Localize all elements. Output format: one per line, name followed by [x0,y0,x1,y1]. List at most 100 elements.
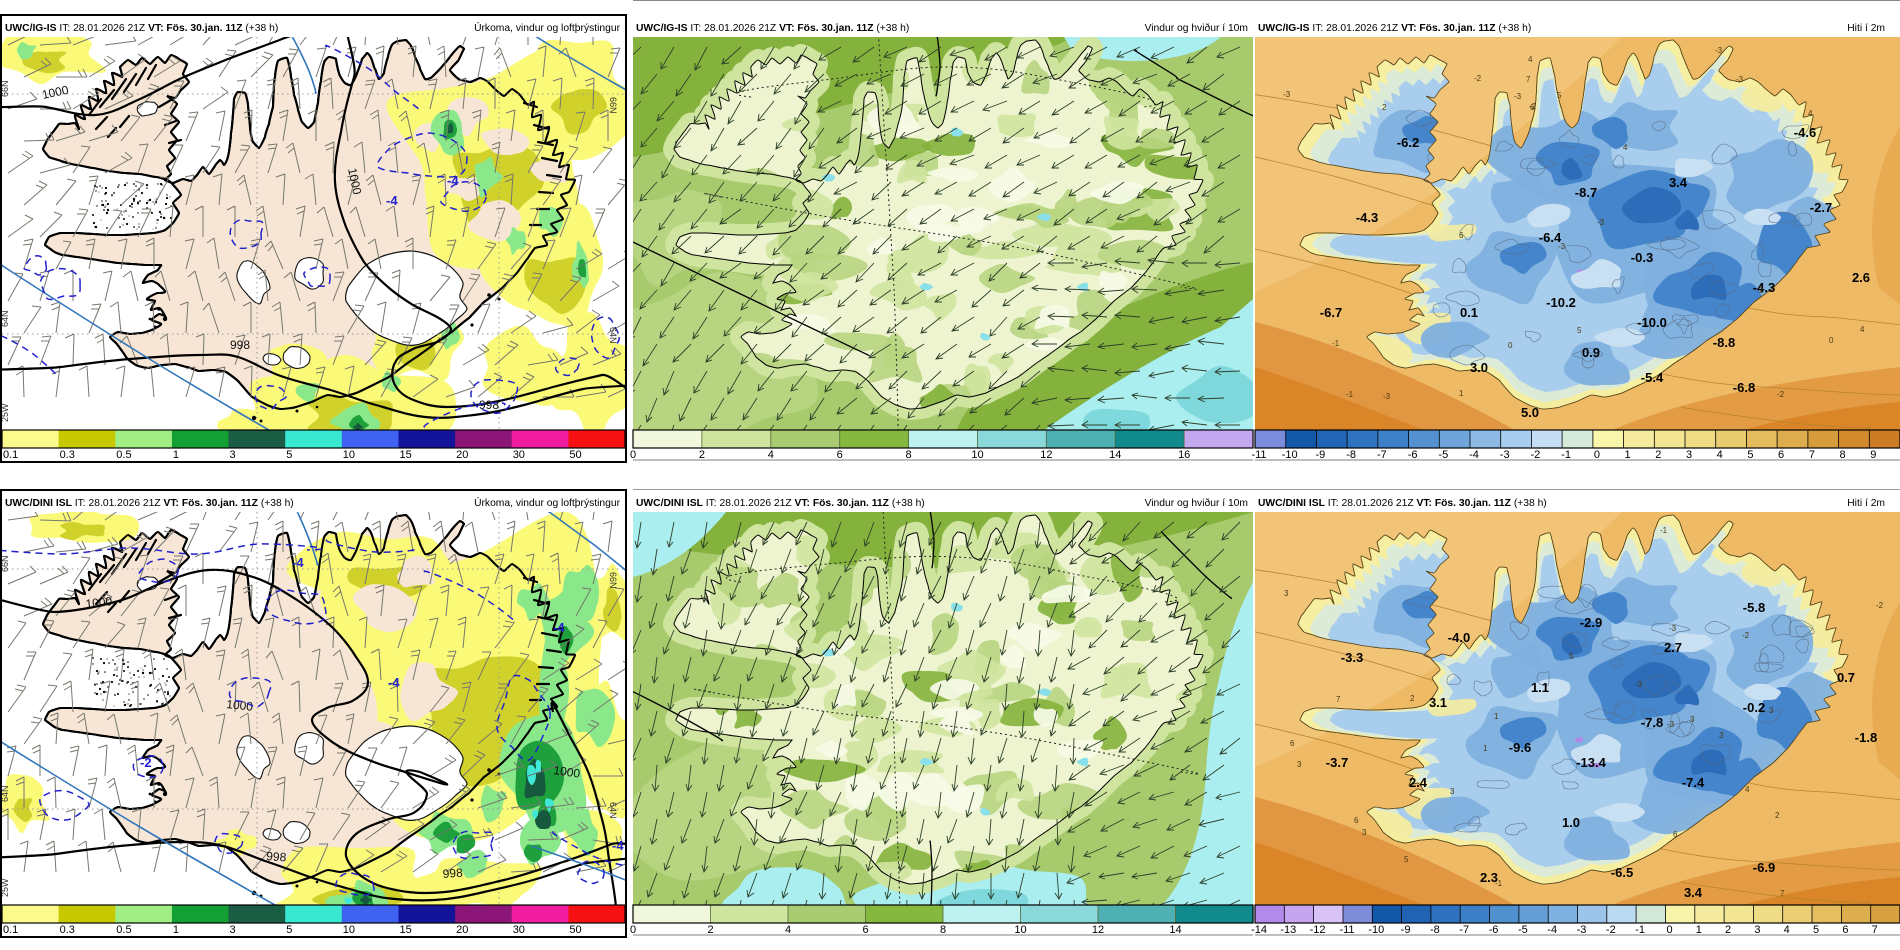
svg-text:50: 50 [569,924,581,936]
svg-text:0: 0 [1666,924,1672,936]
svg-text:-6.2: -6.2 [1397,135,1419,150]
svg-text:-3: -3 [1500,449,1510,461]
svg-text:-6.5: -6.5 [1611,865,1633,880]
svg-text:-3: -3 [1283,90,1291,99]
svg-text:66N: 66N [608,572,618,589]
svg-text:-8.7: -8.7 [1575,185,1597,200]
svg-text:1: 1 [173,924,179,936]
svg-text:-8: -8 [1430,924,1440,936]
svg-text:3: 3 [1769,706,1774,715]
svg-text:-8.8: -8.8 [1713,335,1735,350]
svg-text:3: 3 [1690,715,1695,724]
svg-text:-3: -3 [1383,392,1391,401]
svg-text:-11: -11 [1339,924,1354,936]
svg-text:3.4: 3.4 [1669,175,1688,190]
svg-text:-3: -3 [1577,924,1587,936]
svg-text:5: 5 [1577,326,1582,335]
svg-text:66N: 66N [0,80,10,97]
svg-text:-4: -4 [612,838,624,853]
svg-text:-3: -3 [1667,720,1675,729]
svg-text:-1: -1 [1635,924,1645,936]
svg-text:-10.0: -10.0 [1637,315,1667,330]
svg-text:4: 4 [768,449,774,461]
svg-text:-7: -7 [1377,449,1387,461]
svg-text:6: 6 [862,924,868,936]
svg-text:16: 16 [1178,449,1190,461]
svg-text:-4: -4 [388,675,400,690]
svg-text:10: 10 [971,449,983,461]
svg-text:0.9: 0.9 [1582,345,1600,360]
svg-text:1000: 1000 [226,697,254,714]
svg-text:0.7: 0.7 [1837,670,1855,685]
svg-text:-2: -2 [1529,102,1537,111]
svg-text:2.4: 2.4 [1409,775,1428,790]
svg-text:-4: -4 [386,193,398,208]
svg-text:-6: -6 [1489,924,1499,936]
svg-text:-4.3: -4.3 [1356,210,1378,225]
svg-text:10: 10 [343,924,355,936]
svg-text:3: 3 [1686,449,1692,461]
svg-text:7: 7 [1780,889,1785,898]
svg-text:0.3: 0.3 [60,449,75,461]
svg-text:-3: -3 [1558,242,1566,251]
svg-text:5: 5 [286,449,292,461]
svg-text:1: 1 [1625,449,1631,461]
svg-text:-0.2: -0.2 [1743,700,1765,715]
svg-text:5: 5 [1747,449,1753,461]
svg-text:-9: -9 [1316,449,1326,461]
svg-text:8: 8 [906,449,912,461]
svg-text:3: 3 [230,449,236,461]
svg-text:2: 2 [1382,103,1387,112]
svg-text:-2: -2 [1777,390,1785,399]
svg-text:2.7: 2.7 [1664,640,1682,655]
svg-text:-4: -4 [1547,924,1557,936]
svg-text:0: 0 [630,449,636,461]
svg-text:12: 12 [1040,449,1052,461]
svg-text:-13: -13 [1280,924,1296,936]
svg-text:3: 3 [1362,828,1367,837]
svg-text:-3: -3 [1715,46,1723,55]
svg-text:5: 5 [1569,652,1574,661]
svg-text:2: 2 [1725,924,1731,936]
svg-text:30: 30 [513,449,525,461]
svg-text:-9.6: -9.6 [1509,740,1531,755]
svg-text:6: 6 [1673,830,1678,839]
svg-text:7: 7 [1809,449,1815,461]
svg-text:1000: 1000 [85,594,113,611]
svg-text:64N: 64N [0,785,10,802]
svg-text:-1: -1 [1561,449,1571,461]
svg-text:4: 4 [1528,55,1533,64]
svg-text:-10: -10 [1368,924,1384,936]
svg-text:3.4: 3.4 [1684,885,1703,900]
svg-text:10: 10 [1014,924,1026,936]
svg-text:15: 15 [400,449,412,461]
svg-text:2.6: 2.6 [1852,270,1870,285]
svg-text:-3: -3 [1736,75,1744,84]
svg-text:-3.3: -3.3 [1341,650,1363,665]
svg-text:1: 1 [1483,744,1488,753]
svg-text:3.1: 3.1 [1429,695,1447,710]
svg-text:14: 14 [1109,449,1121,461]
svg-text:4: 4 [1745,785,1750,794]
svg-text:-12: -12 [1310,924,1326,936]
svg-text:0: 0 [1594,449,1600,461]
svg-text:-6.9: -6.9 [1753,860,1775,875]
svg-text:3.0: 3.0 [1470,360,1488,375]
svg-text:-2: -2 [1742,631,1750,640]
svg-text:10: 10 [343,449,355,461]
svg-text:5: 5 [1813,924,1819,936]
svg-text:20: 20 [456,449,468,461]
svg-text:9: 9 [1870,449,1876,461]
svg-text:-1: -1 [1346,390,1354,399]
svg-text:6: 6 [1354,816,1359,825]
svg-text:-3.7: -3.7 [1326,755,1348,770]
svg-text:-7: -7 [1459,924,1469,936]
svg-text:5.0: 5.0 [1521,405,1539,420]
svg-text:-13.4: -13.4 [1576,755,1606,770]
svg-text:4: 4 [1808,109,1813,118]
svg-text:-2.7: -2.7 [1810,200,1832,215]
svg-text:-6.7: -6.7 [1320,305,1342,320]
svg-text:-4: -4 [1469,449,1479,461]
svg-text:1: 1 [173,449,179,461]
svg-text:-10: -10 [1282,449,1298,461]
